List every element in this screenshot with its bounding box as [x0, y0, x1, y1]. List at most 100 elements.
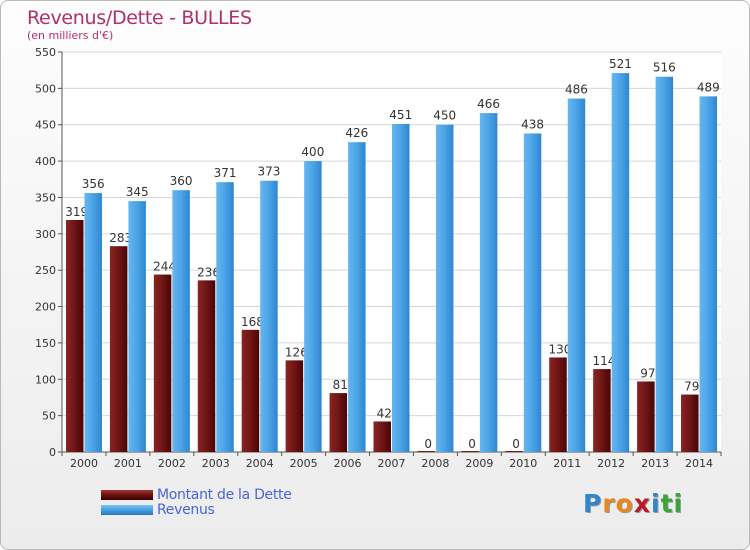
data-label-revenue: 400: [301, 145, 324, 159]
bar-revenue: [304, 161, 322, 452]
y-tick-label: 200: [35, 301, 56, 314]
bar-debt: [153, 274, 172, 452]
bar-debt: [417, 451, 435, 452]
y-tick-label: 0: [49, 446, 56, 459]
x-tick-label: 2014: [685, 457, 713, 470]
bar-debt: [549, 357, 567, 452]
data-label-revenue: 371: [214, 166, 237, 180]
x-tick-label: 2000: [70, 457, 98, 470]
x-tick-label: 2012: [597, 457, 625, 470]
bar-debt: [461, 451, 479, 452]
legend-item-revenue: Revenus: [101, 501, 292, 518]
x-tick-label: 2009: [465, 457, 493, 470]
data-label-revenue: 438: [521, 117, 544, 131]
bar-revenue: [348, 142, 366, 452]
bar-debt: [109, 246, 128, 452]
x-tick-label: 2001: [114, 457, 142, 470]
data-label-revenue: 450: [433, 109, 456, 123]
data-label-debt: 283: [109, 231, 132, 245]
bar-debt: [373, 421, 391, 452]
data-label-revenue: 516: [653, 61, 676, 75]
legend-label-revenue: Revenus: [157, 501, 215, 518]
data-label-debt: 126: [285, 345, 308, 359]
proxiti-logo: Proxiti: [583, 489, 683, 518]
bar-revenue: [216, 182, 234, 452]
data-label-debt: 81: [333, 378, 348, 392]
x-tick-label: 2007: [378, 457, 406, 470]
data-label-revenue: 373: [257, 165, 280, 179]
data-label-debt: 0: [468, 437, 476, 451]
data-label-revenue: 466: [477, 97, 500, 111]
y-tick-label: 550: [35, 46, 56, 59]
data-label-revenue: 489: [697, 80, 720, 94]
data-label-debt: 0: [424, 437, 432, 451]
x-tick-label: 2011: [553, 457, 581, 470]
bar-debt: [681, 394, 699, 452]
bar-revenue: [128, 201, 146, 452]
data-label-revenue: 345: [126, 185, 149, 199]
bar-revenue: [392, 124, 410, 452]
data-label-debt: 97: [640, 366, 655, 380]
x-tick-label: 2006: [334, 457, 362, 470]
y-tick-label: 500: [35, 82, 56, 95]
logo-letter: r: [602, 489, 616, 518]
logo-letter: t: [660, 489, 674, 518]
data-label-revenue: 360: [170, 174, 193, 188]
bar-revenue: [479, 113, 498, 452]
legend-item-debt: Montant de la Dette: [101, 486, 292, 503]
bar-debt: [637, 381, 655, 452]
data-label-debt: 130: [549, 342, 572, 356]
data-label-debt: 0: [512, 437, 520, 451]
y-tick-label: 100: [35, 373, 56, 386]
bar-debt: [65, 220, 84, 452]
x-tick-label: 2002: [158, 457, 186, 470]
bar-debt: [505, 451, 523, 452]
bar-revenue: [84, 193, 102, 452]
bar-revenue: [699, 96, 718, 452]
legend-swatch-debt: [101, 489, 153, 500]
logo-letter: i: [673, 489, 684, 518]
bar-debt: [241, 329, 260, 452]
bar-revenue: [260, 180, 278, 452]
data-label-debt: 319: [65, 205, 88, 219]
bar-revenue: [611, 73, 630, 452]
logo-letter: i: [651, 489, 661, 518]
x-tick-label: 2010: [509, 457, 537, 470]
bar-revenue: [435, 124, 454, 453]
y-tick-label: 450: [35, 119, 56, 132]
logo-letter: o: [615, 489, 634, 518]
bar-debt: [593, 369, 611, 452]
bar-debt: [329, 393, 348, 452]
legend-swatch-revenue: [101, 504, 153, 515]
y-tick-label: 150: [35, 337, 56, 350]
x-tick-label: 2003: [202, 457, 230, 470]
logo-letter: x: [633, 489, 651, 518]
data-label-debt: 244: [153, 260, 176, 274]
data-label-debt: 79: [684, 380, 699, 394]
y-tick-label: 250: [35, 264, 56, 277]
y-tick-label: 300: [35, 228, 56, 241]
data-label-revenue: 356: [82, 177, 105, 191]
data-label-debt: 42: [377, 406, 392, 420]
data-label-revenue: 426: [345, 126, 368, 140]
bar-revenue: [655, 76, 674, 453]
logo-letter: P: [583, 489, 603, 518]
chart-title: Revenus/Dette - BULLES: [27, 7, 252, 29]
x-tick-label: 2013: [641, 457, 669, 470]
legend-label-debt: Montant de la Dette: [157, 486, 292, 503]
y-tick-label: 50: [42, 410, 56, 423]
data-label-debt: 168: [241, 315, 264, 329]
bar-revenue: [567, 98, 586, 452]
chart-legend: Montant de la Dette Revenus: [101, 486, 292, 518]
data-label-revenue: 451: [389, 108, 412, 122]
y-tick-label: 350: [35, 191, 56, 204]
plot-area: [62, 52, 721, 452]
x-tick-label: 2004: [246, 457, 274, 470]
data-label-revenue: 486: [565, 83, 588, 97]
bar-debt: [285, 360, 304, 452]
bar-debt: [197, 280, 216, 452]
data-label-revenue: 521: [609, 57, 632, 71]
bar-revenue: [172, 190, 190, 452]
